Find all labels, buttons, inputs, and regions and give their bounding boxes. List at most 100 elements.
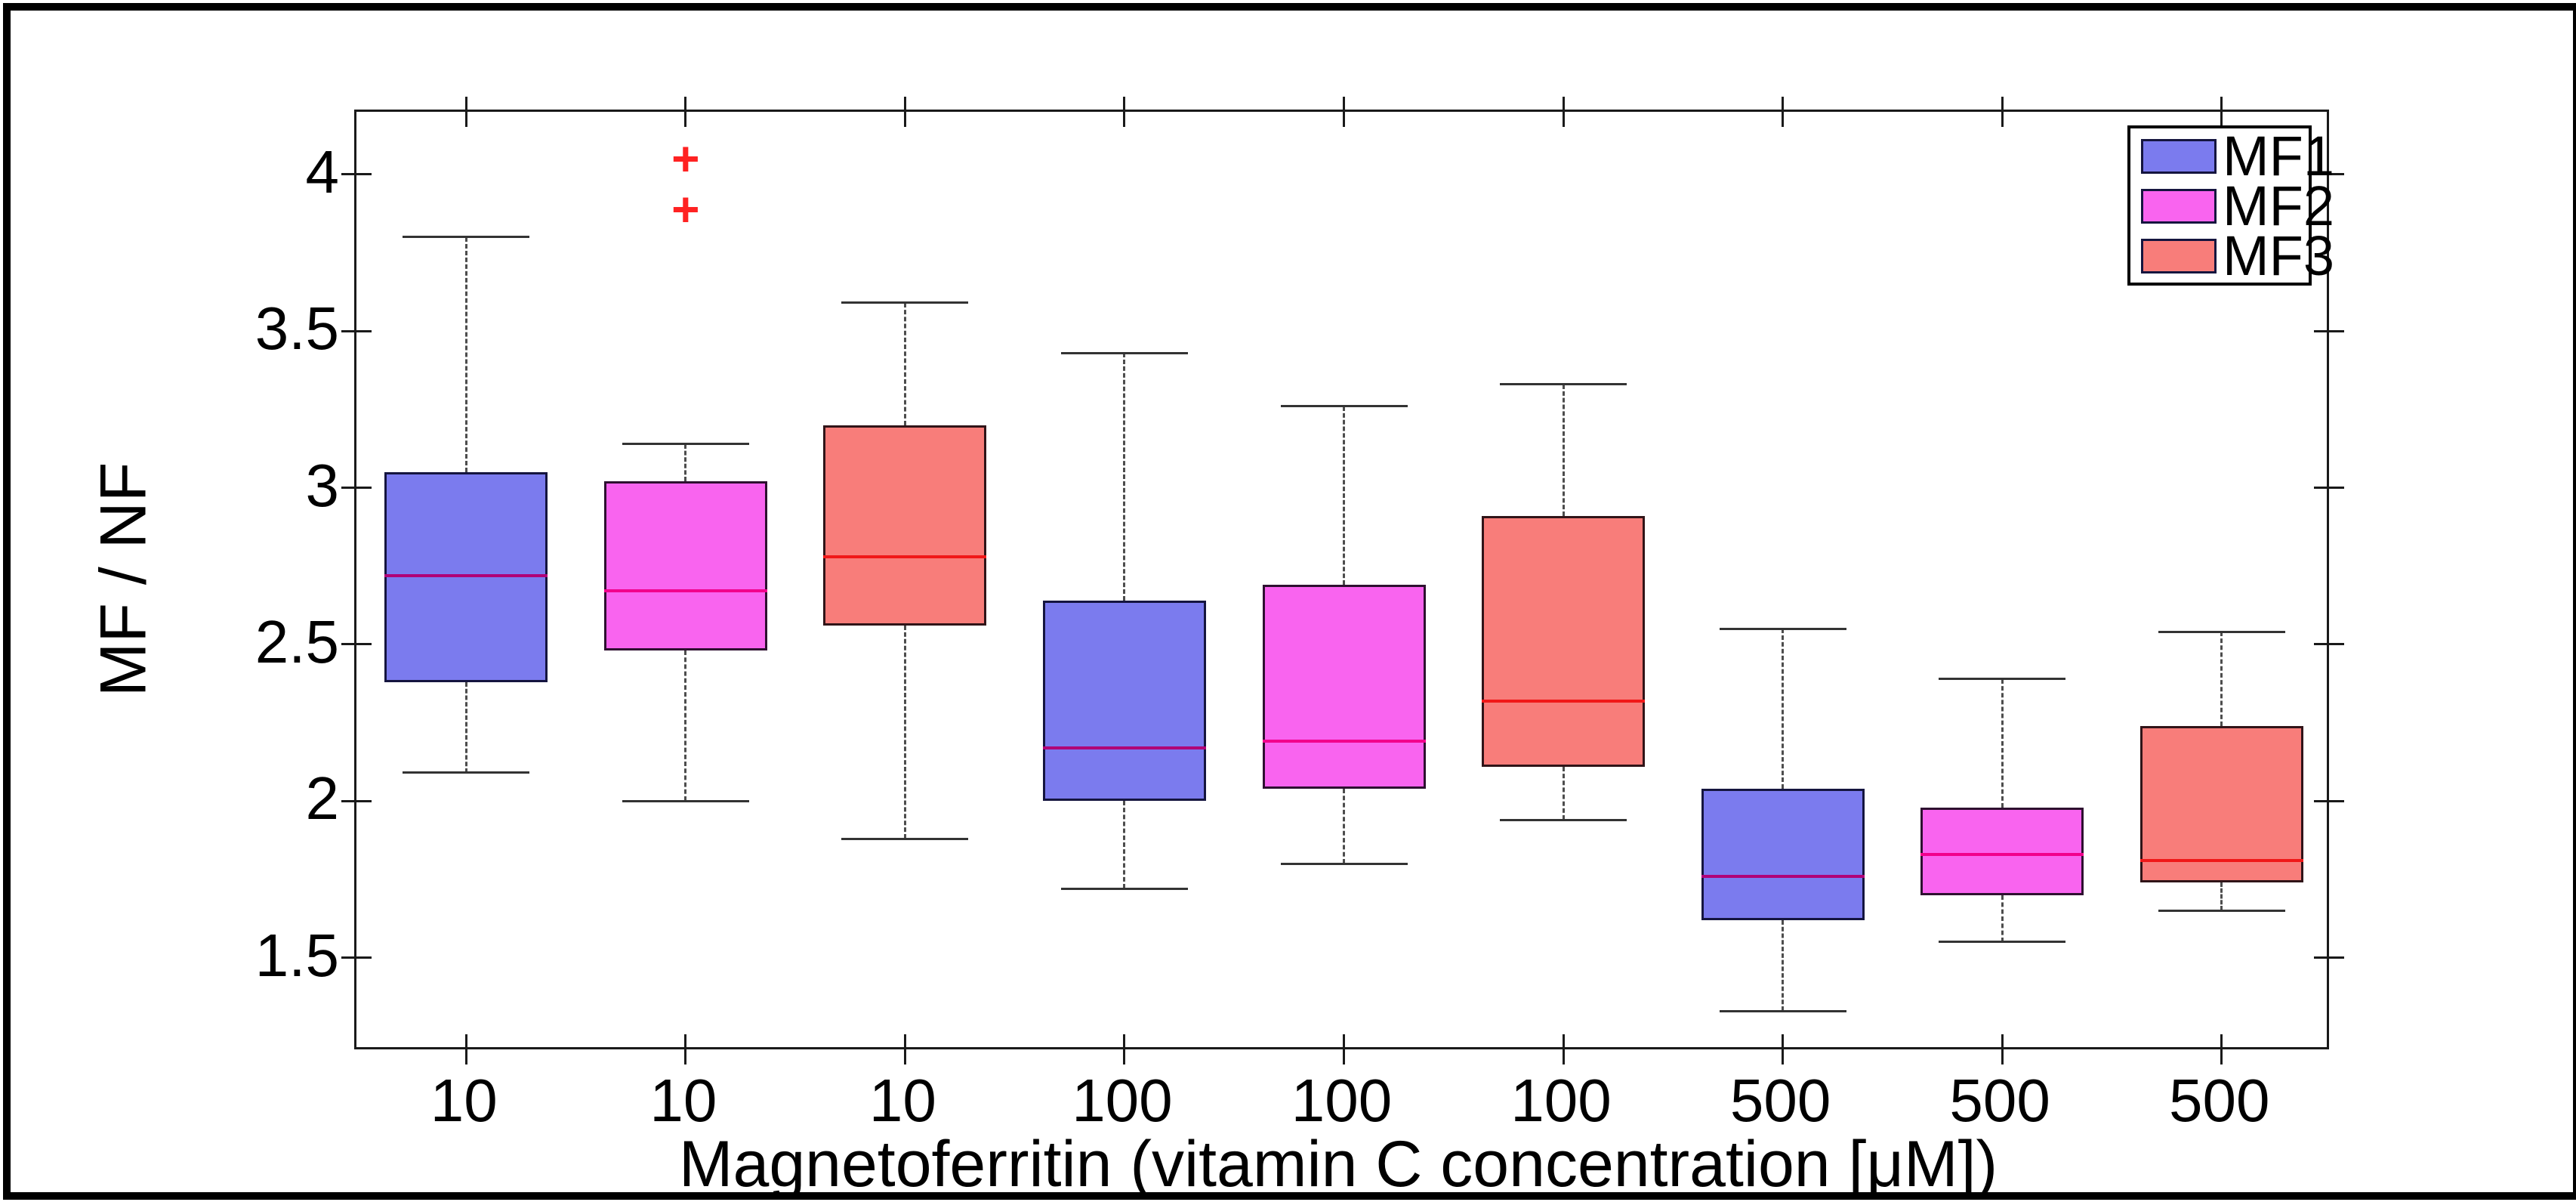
x-tick-label: 10	[649, 1067, 717, 1134]
upper-whisker-cap	[1060, 351, 1188, 354]
upper-whisker-cap	[1719, 627, 1846, 630]
lower-whisker	[1562, 766, 1565, 820]
boxplot-box	[1920, 807, 2084, 895]
legend-label: MF1	[2223, 125, 2334, 187]
lower-whisker-cap	[1500, 818, 1627, 821]
legend-label: MF3	[2223, 224, 2334, 287]
upper-whisker	[464, 236, 467, 472]
outlier-marker: +	[671, 181, 700, 236]
median-line	[823, 555, 987, 558]
y-axis-tick-right	[2314, 173, 2344, 176]
legend-swatch-mf3	[2141, 239, 2217, 273]
upper-whisker-cap	[1280, 405, 1408, 408]
boxplot-box	[2139, 725, 2303, 883]
x-axis-tick-top	[684, 97, 687, 127]
boxplot-box	[1262, 585, 1426, 789]
x-tick-label: 10	[430, 1067, 498, 1134]
upper-whisker-cap	[622, 443, 749, 446]
legend-swatch-mf2	[2141, 189, 2217, 224]
boxplot-box	[1701, 788, 1865, 920]
x-axis-tick	[1123, 1034, 1126, 1064]
y-axis-tick-right	[2314, 329, 2344, 332]
y-axis-tick	[341, 487, 372, 490]
lower-whisker-cap	[622, 799, 749, 802]
upper-whisker-cap	[841, 301, 969, 304]
upper-whisker	[1562, 384, 1565, 516]
boxplot-box	[1042, 600, 1206, 802]
upper-whisker-cap	[1500, 383, 1627, 386]
median-line	[384, 573, 548, 577]
x-axis-tick-top	[2220, 97, 2223, 127]
median-line	[1920, 852, 2084, 856]
lower-whisker	[903, 626, 906, 839]
y-axis-tick-right	[2314, 956, 2344, 959]
y-axis-tick	[341, 799, 372, 802]
x-axis-tick	[1562, 1034, 1565, 1064]
boxplot-box	[384, 471, 548, 682]
lower-whisker-cap	[1719, 1009, 1846, 1012]
x-tick-label: 500	[2168, 1067, 2270, 1134]
y-axis-tick	[341, 329, 372, 332]
x-axis-tick-top	[1343, 97, 1345, 127]
legend-row: MF2	[2141, 175, 2334, 237]
y-axis-tick-right	[2314, 487, 2344, 490]
legend: MF1 MF2 MF3	[2127, 125, 2334, 286]
median-line	[603, 589, 767, 593]
x-axis-tick	[903, 1034, 906, 1064]
upper-whisker	[2220, 632, 2223, 726]
lower-whisker-cap	[403, 771, 530, 774]
x-axis-tick	[464, 1034, 467, 1064]
x-axis-tick	[1343, 1034, 1345, 1064]
median-line	[2139, 859, 2303, 863]
upper-whisker	[1123, 353, 1126, 601]
x-axis-tick	[2220, 1034, 2223, 1064]
lower-whisker-cap	[1060, 887, 1188, 890]
lower-whisker	[2001, 895, 2004, 942]
x-axis-tick-top	[464, 97, 467, 127]
legend-label: MF2	[2223, 175, 2334, 237]
x-tick-label: 500	[1729, 1067, 1831, 1134]
x-axis-tick	[1782, 1034, 1785, 1064]
upper-whisker-cap	[1939, 678, 2066, 681]
upper-whisker	[1782, 629, 1785, 789]
figure-frame: + + MF / NF Magnetoferritin (vitamin C co…	[3, 3, 2576, 1200]
x-axis-tick	[684, 1034, 687, 1064]
boxplot-box	[1482, 515, 1646, 767]
y-axis-tick-right	[2314, 643, 2344, 646]
y-axis-tick	[341, 643, 372, 646]
x-axis-tick-top	[903, 97, 906, 127]
y-axis-tick	[341, 956, 372, 959]
y-tick-label: 3	[305, 451, 340, 519]
x-tick-label: 10	[868, 1067, 936, 1134]
upper-whisker	[1343, 406, 1345, 586]
lower-whisker	[1343, 788, 1345, 864]
median-line	[1262, 740, 1426, 743]
x-tick-label: 100	[1291, 1067, 1393, 1134]
lower-whisker-cap	[1939, 941, 2066, 944]
x-axis-tick	[2001, 1034, 2004, 1064]
upper-whisker-cap	[2158, 630, 2285, 633]
lower-whisker	[464, 681, 467, 773]
x-axis-title: Magnetoferritin (vitamin C concentration…	[678, 1128, 1998, 1200]
outlier-marker: +	[671, 131, 700, 187]
y-axis-title: MF / NF	[87, 462, 160, 697]
y-tick-label: 1.5	[255, 921, 339, 989]
upper-whisker	[903, 302, 906, 425]
median-line	[1701, 874, 1865, 878]
x-axis-tick-top	[1562, 97, 1565, 127]
lower-whisker	[684, 650, 687, 802]
lower-whisker-cap	[2158, 909, 2285, 912]
x-tick-label: 100	[1072, 1067, 1173, 1134]
plot-area: + +	[341, 97, 2344, 1064]
upper-whisker	[2001, 678, 2004, 808]
y-tick-label: 2	[305, 765, 340, 833]
y-axis-tick-right	[2314, 799, 2344, 802]
boxplot-box	[603, 481, 767, 651]
lower-whisker-cap	[1280, 862, 1408, 865]
y-axis-tick	[341, 173, 372, 176]
median-line	[1482, 699, 1646, 703]
legend-row: MF1	[2141, 125, 2334, 187]
x-tick-label: 500	[1949, 1067, 2050, 1134]
x-axis-tick-top	[2001, 97, 2004, 127]
legend-row: MF3	[2141, 224, 2334, 287]
